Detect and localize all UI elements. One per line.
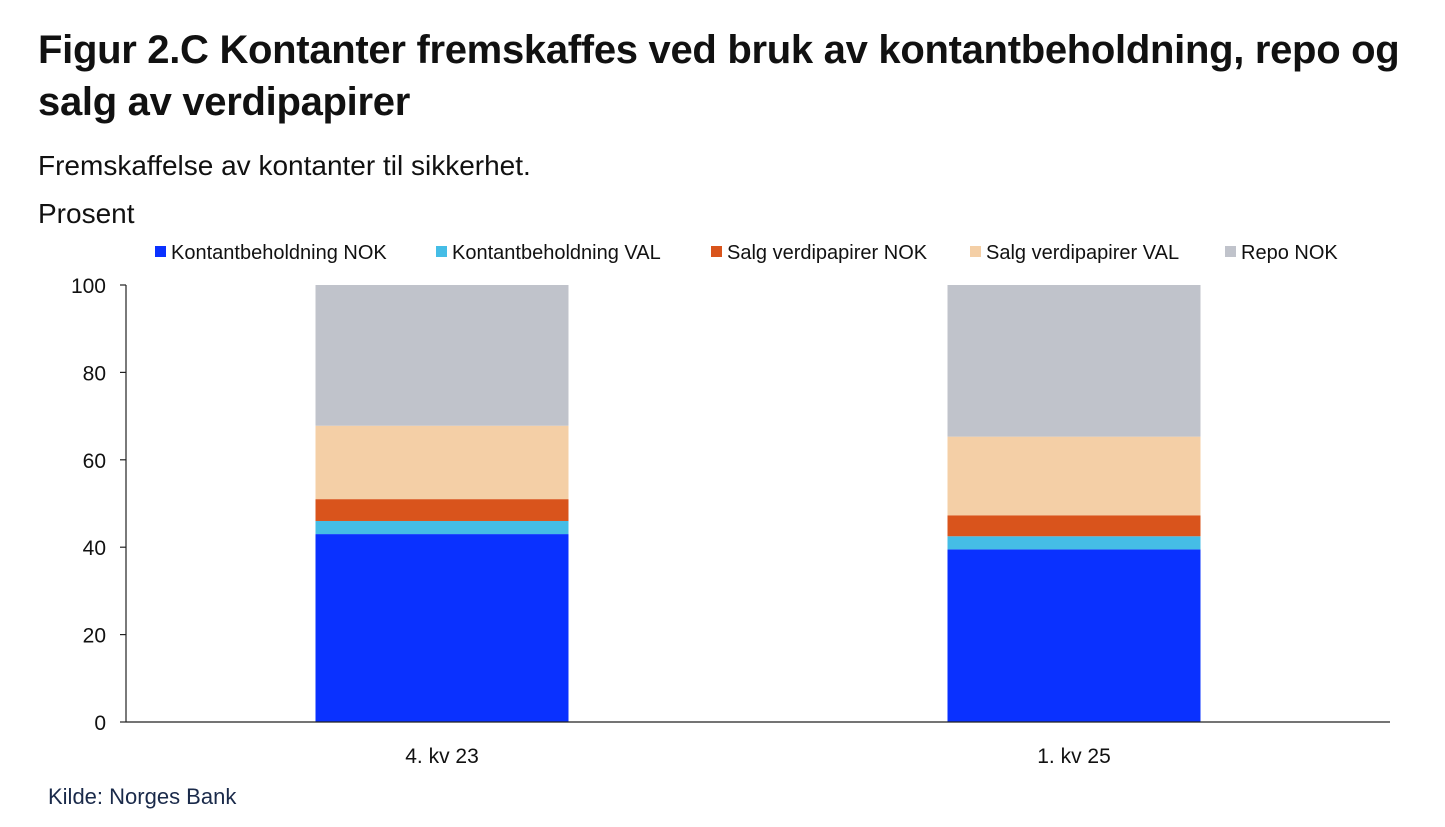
bars: [315, 285, 1201, 722]
y-tick-label: 20: [83, 625, 106, 648]
y-axis: 0 20 40 60 80 100: [71, 275, 127, 735]
legend-swatch: [711, 246, 722, 257]
legend-label: Salg verdipapirer NOK: [727, 242, 928, 264]
bar-segment-salg-verdipapirer-nok-1: [315, 499, 569, 521]
bar-segment-repo-nok-2: [947, 285, 1201, 437]
legend-item-kontantbeholdning-nok: Kontantbeholdning NOK: [155, 242, 387, 264]
source-note: Kilde: Norges Bank: [48, 784, 237, 809]
legend-item-repo-nok: Repo NOK: [1225, 242, 1338, 264]
legend-swatch: [436, 246, 447, 257]
x-axis: 4. kv 23 1. kv 25: [126, 721, 1390, 768]
y-tick-label: 100: [71, 275, 106, 298]
bar-segment-kontantbeholdning-nok-1: [315, 534, 569, 722]
chart-title: Figur 2.C Kontanter fremskaffes ved bruk…: [38, 28, 1400, 124]
y-tick-label: 80: [83, 362, 106, 385]
bar-segment-kontantbeholdning-nok-2: [947, 549, 1201, 722]
legend-item-salg-verdipapirer-nok: Salg verdipapirer NOK: [711, 242, 928, 264]
legend-label: Kontantbeholdning VAL: [452, 242, 661, 264]
bar-segment-repo-nok-1: [315, 285, 569, 426]
x-tick-label: 4. kv 23: [405, 745, 479, 768]
y-tick-label: 40: [83, 537, 106, 560]
bar-segment-kontantbeholdning-val-1: [315, 520, 569, 535]
legend-swatch: [970, 246, 981, 257]
legend-label: Salg verdipapirer VAL: [986, 242, 1179, 264]
legend-item-salg-verdipapirer-val: Salg verdipapirer VAL: [970, 242, 1179, 264]
x-tick-label: 1. kv 25: [1037, 745, 1111, 768]
y-axis-unit-label: Prosent: [38, 198, 135, 229]
bar-segment-kontantbeholdning-val-2: [947, 536, 1201, 550]
legend-swatch: [1225, 246, 1236, 257]
bar-segment-salg-verdipapirer-val-2: [947, 436, 1201, 516]
legend-item-kontantbeholdning-val: Kontantbeholdning VAL: [436, 242, 661, 264]
legend-label: Repo NOK: [1241, 242, 1338, 264]
y-tick-label: 60: [83, 450, 106, 473]
legend-swatch: [155, 246, 166, 257]
bar-segment-salg-verdipapirer-val-1: [315, 425, 569, 500]
legend: Kontantbeholdning NOK Kontantbeholdning V…: [155, 242, 1338, 264]
bar-segment-salg-verdipapirer-nok-2: [947, 515, 1201, 537]
y-tick-label: 0: [94, 712, 106, 735]
chart-subtitle: Fremskaffelse av kontanter til sikkerhet…: [38, 150, 531, 181]
legend-label: Kontantbeholdning NOK: [171, 242, 387, 264]
